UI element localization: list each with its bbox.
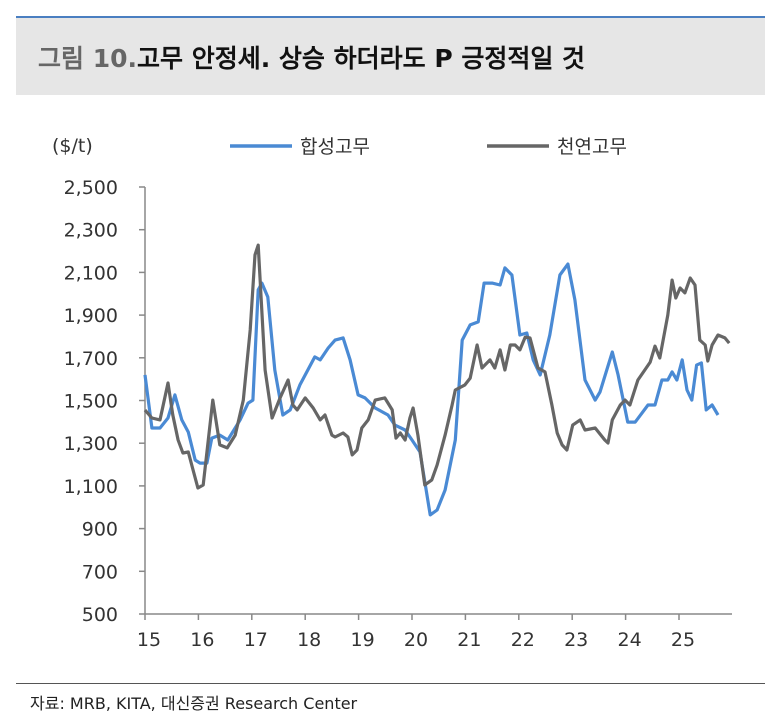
y-tick-label: 900 [82,519,118,541]
y-tick-label: 500 [82,604,118,626]
x-tick-label: 20 [404,629,428,651]
legend-label-natural: 천연고무 [557,136,627,158]
y-tick-label: 2,300 [64,220,118,242]
figure-number: 그림 10. [38,43,137,73]
x-tick-label: 22 [511,629,535,651]
y-tick-label: 1,700 [64,348,118,370]
y-tick-label: 1,900 [64,305,118,327]
legend-label-synthetic: 합성고무 [300,136,370,158]
y-tick-label: 1,100 [64,476,118,498]
source-note: 자료: MRB, KITA, 대신증권 Research Center [30,694,358,713]
source-rule [16,683,765,684]
x-tick-label: 25 [671,629,695,651]
y-tick-label: 1,500 [64,391,118,413]
y-tick-label: 700 [82,561,118,583]
x-tick-label: 15 [137,629,161,651]
series-line-natural-rubber [143,243,731,490]
y-tick-label: 2,100 [64,262,118,284]
x-tick-label: 23 [564,629,588,651]
series-lines [143,243,731,517]
title-top-rule [16,16,765,18]
axes: 2,500 2,300 2,100 1,900 1,700 1,500 1,300 1,100… [64,177,732,651]
legend: 합성고무 천연고무 [230,136,627,158]
y-axis-unit-label: ($/t) [52,135,93,157]
figure-title: 고무 안정세. 상승 하더라도 P 긍정적일 것 [137,43,586,73]
x-tick-label: 16 [190,629,214,651]
figure-title-bar: 그림 10. 고무 안정세. 상승 하더라도 P 긍정적일 것 [16,18,765,95]
x-tick-label: 18 [297,629,321,651]
x-tick-label: 21 [457,629,481,651]
y-tick-label: 2,500 [64,177,118,199]
x-tick-label: 24 [618,629,642,651]
y-tick-label: 1,300 [64,433,118,455]
x-tick-label: 19 [351,629,375,651]
x-tick-label: 17 [244,629,268,651]
